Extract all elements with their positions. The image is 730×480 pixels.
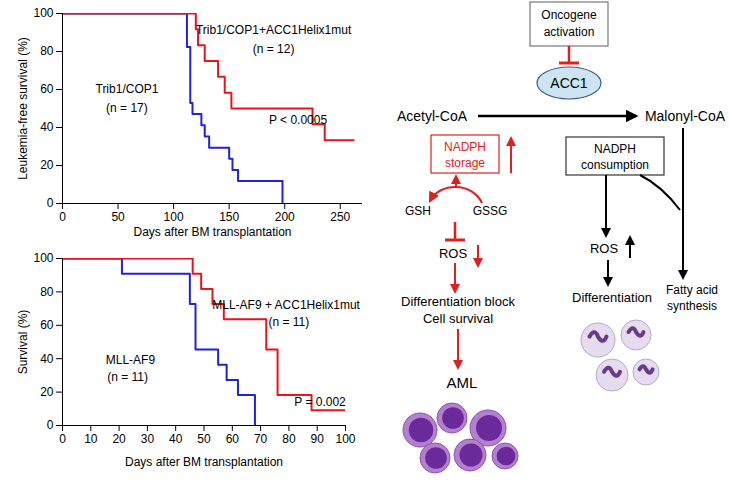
svg-text:90: 90 bbox=[311, 432, 325, 446]
svg-text:MLL-AF9 + ACC1Helix1mut: MLL-AF9 + ACC1Helix1mut bbox=[212, 298, 360, 312]
svg-text:ROS: ROS bbox=[590, 241, 619, 256]
svg-text:40: 40 bbox=[169, 432, 183, 446]
svg-text:Days after BM transplantation: Days after BM transplantation bbox=[133, 225, 291, 239]
svg-text:60: 60 bbox=[40, 82, 54, 96]
svg-text:100: 100 bbox=[335, 432, 355, 446]
svg-text:80: 80 bbox=[40, 44, 54, 58]
svg-text:20: 20 bbox=[40, 158, 54, 172]
svg-text:storage: storage bbox=[445, 156, 485, 170]
svg-text:20: 20 bbox=[40, 385, 54, 399]
svg-text:100: 100 bbox=[33, 251, 53, 265]
svg-text:Days after BM transplantation: Days after BM transplantation bbox=[125, 455, 283, 469]
svg-text:(n = 12): (n = 12) bbox=[253, 42, 295, 56]
svg-text:Differentiation: Differentiation bbox=[572, 290, 652, 305]
svg-text:250: 250 bbox=[330, 210, 350, 224]
svg-text:100: 100 bbox=[33, 6, 53, 20]
svg-text:150: 150 bbox=[219, 210, 239, 224]
svg-text:40: 40 bbox=[40, 120, 54, 134]
svg-text:80: 80 bbox=[282, 432, 296, 446]
svg-text:ROS: ROS bbox=[439, 246, 468, 261]
svg-text:(n = 11): (n = 11) bbox=[268, 315, 309, 329]
svg-text:0: 0 bbox=[59, 210, 66, 224]
svg-text:30: 30 bbox=[141, 432, 155, 446]
svg-text:GSH: GSH bbox=[405, 204, 431, 218]
svg-text:60: 60 bbox=[226, 432, 240, 446]
svg-text:ACC1: ACC1 bbox=[550, 75, 588, 91]
svg-text:NADPH: NADPH bbox=[444, 140, 486, 154]
svg-text:(n = 17): (n = 17) bbox=[106, 101, 148, 115]
svg-text:0: 0 bbox=[47, 418, 54, 432]
svg-text:consumption: consumption bbox=[581, 158, 649, 172]
svg-text:MLL-AF9: MLL-AF9 bbox=[106, 353, 156, 367]
svg-text:P < 0.0005: P < 0.0005 bbox=[269, 113, 327, 127]
svg-text:Trib1/COP1+ACC1Helix1mut: Trib1/COP1+ACC1Helix1mut bbox=[196, 23, 352, 37]
svg-text:Fatty acid: Fatty acid bbox=[666, 283, 718, 297]
svg-text:GSSG: GSSG bbox=[473, 204, 508, 218]
svg-text:100: 100 bbox=[164, 210, 184, 224]
svg-text:20: 20 bbox=[112, 432, 126, 446]
svg-text:Malonyl-CoA: Malonyl-CoA bbox=[645, 108, 726, 124]
svg-text:Cell survival: Cell survival bbox=[423, 311, 493, 326]
svg-text:60: 60 bbox=[40, 318, 54, 332]
svg-text:(n = 11): (n = 11) bbox=[107, 370, 148, 384]
svg-text:10: 10 bbox=[84, 432, 98, 446]
svg-text:0: 0 bbox=[47, 196, 54, 210]
svg-text:activation: activation bbox=[544, 25, 595, 39]
svg-text:AML: AML bbox=[447, 374, 478, 391]
svg-text:Oncogene: Oncogene bbox=[541, 8, 597, 22]
svg-text:200: 200 bbox=[275, 210, 295, 224]
svg-text:40: 40 bbox=[40, 352, 54, 366]
svg-text:50: 50 bbox=[111, 210, 125, 224]
svg-text:Acetyl-CoA: Acetyl-CoA bbox=[397, 108, 468, 124]
svg-text:Differentiation block: Differentiation block bbox=[401, 294, 515, 309]
svg-text:80: 80 bbox=[40, 285, 54, 299]
svg-text:Trib1/COP1: Trib1/COP1 bbox=[95, 82, 158, 96]
svg-text:Survival (%): Survival (%) bbox=[16, 310, 30, 375]
svg-text:synthesis: synthesis bbox=[667, 299, 717, 313]
svg-text:70: 70 bbox=[254, 432, 268, 446]
svg-text:Leukemia-free survival (%): Leukemia-free survival (%) bbox=[16, 37, 30, 180]
svg-text:NADPH: NADPH bbox=[594, 142, 636, 156]
svg-text:50: 50 bbox=[197, 432, 211, 446]
svg-text:P = 0.002: P = 0.002 bbox=[294, 395, 346, 409]
svg-text:0: 0 bbox=[59, 432, 66, 446]
